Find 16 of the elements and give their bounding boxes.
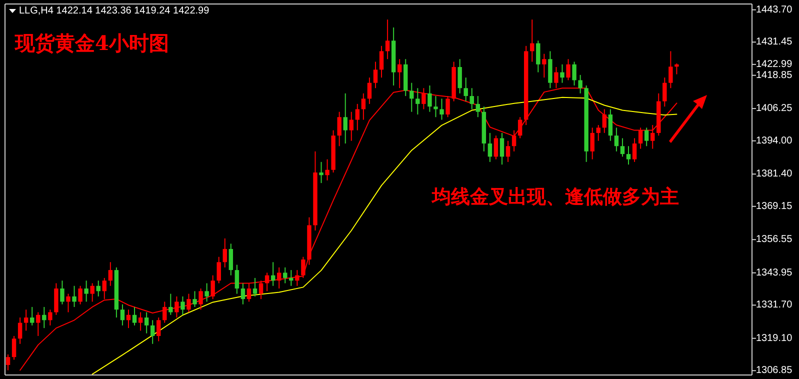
y-tick-label: 1422.99: [756, 58, 793, 70]
y-tick-label: 1306.85: [756, 365, 793, 376]
chart-subtitle: LLG,H4 1422.14 1423.36 1419.24 1422.99: [19, 6, 210, 16]
y-tick-label: 1381.40: [756, 168, 793, 180]
y-tick-label: 1319.10: [756, 332, 793, 344]
y-tick-label: 1443.70: [756, 4, 793, 16]
y-tick-label: 1343.95: [756, 267, 793, 278]
annotation: 均线金叉出现、逢低做多为主: [431, 186, 679, 208]
y-tick-label: 1331.70: [756, 300, 793, 311]
text: 现货黄金4小时图: [14, 31, 169, 55]
y-tick-label: 1418.85: [756, 70, 793, 81]
y-tick-label: 1406.25: [756, 103, 793, 114]
y-tick-label: 1369.15: [756, 200, 793, 212]
y-tick-label: 1431.45: [756, 36, 793, 48]
y-tick-label: 1394.00: [756, 135, 793, 146]
y-tick-label: 1356.55: [756, 234, 793, 246]
